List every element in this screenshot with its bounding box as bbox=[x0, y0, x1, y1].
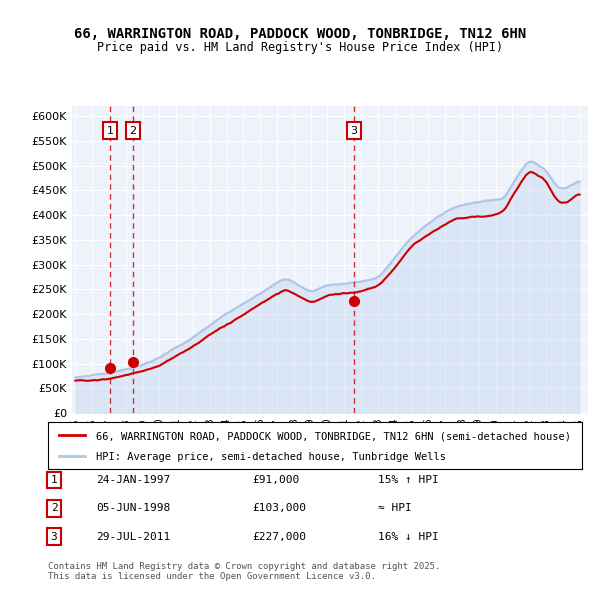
Text: HPI: Average price, semi-detached house, Tunbridge Wells: HPI: Average price, semi-detached house,… bbox=[96, 452, 446, 462]
Text: 1: 1 bbox=[50, 475, 58, 485]
Text: £91,000: £91,000 bbox=[252, 475, 299, 485]
Text: 1: 1 bbox=[107, 126, 113, 136]
Text: 24-JAN-1997: 24-JAN-1997 bbox=[96, 475, 170, 485]
Text: ≈ HPI: ≈ HPI bbox=[378, 503, 412, 513]
Text: 2: 2 bbox=[50, 503, 58, 513]
Text: £103,000: £103,000 bbox=[252, 503, 306, 513]
Text: 05-JUN-1998: 05-JUN-1998 bbox=[96, 503, 170, 513]
Text: 3: 3 bbox=[350, 126, 358, 136]
Text: 66, WARRINGTON ROAD, PADDOCK WOOD, TONBRIDGE, TN12 6HN: 66, WARRINGTON ROAD, PADDOCK WOOD, TONBR… bbox=[74, 27, 526, 41]
Text: 2: 2 bbox=[130, 126, 137, 136]
Text: 15% ↑ HPI: 15% ↑ HPI bbox=[378, 475, 439, 485]
Text: £227,000: £227,000 bbox=[252, 532, 306, 542]
Text: Price paid vs. HM Land Registry's House Price Index (HPI): Price paid vs. HM Land Registry's House … bbox=[97, 41, 503, 54]
Text: 66, WARRINGTON ROAD, PADDOCK WOOD, TONBRIDGE, TN12 6HN (semi-detached house): 66, WARRINGTON ROAD, PADDOCK WOOD, TONBR… bbox=[96, 431, 571, 441]
Text: Contains HM Land Registry data © Crown copyright and database right 2025.
This d: Contains HM Land Registry data © Crown c… bbox=[48, 562, 440, 581]
Text: 3: 3 bbox=[50, 532, 58, 542]
Text: 16% ↓ HPI: 16% ↓ HPI bbox=[378, 532, 439, 542]
Text: 29-JUL-2011: 29-JUL-2011 bbox=[96, 532, 170, 542]
